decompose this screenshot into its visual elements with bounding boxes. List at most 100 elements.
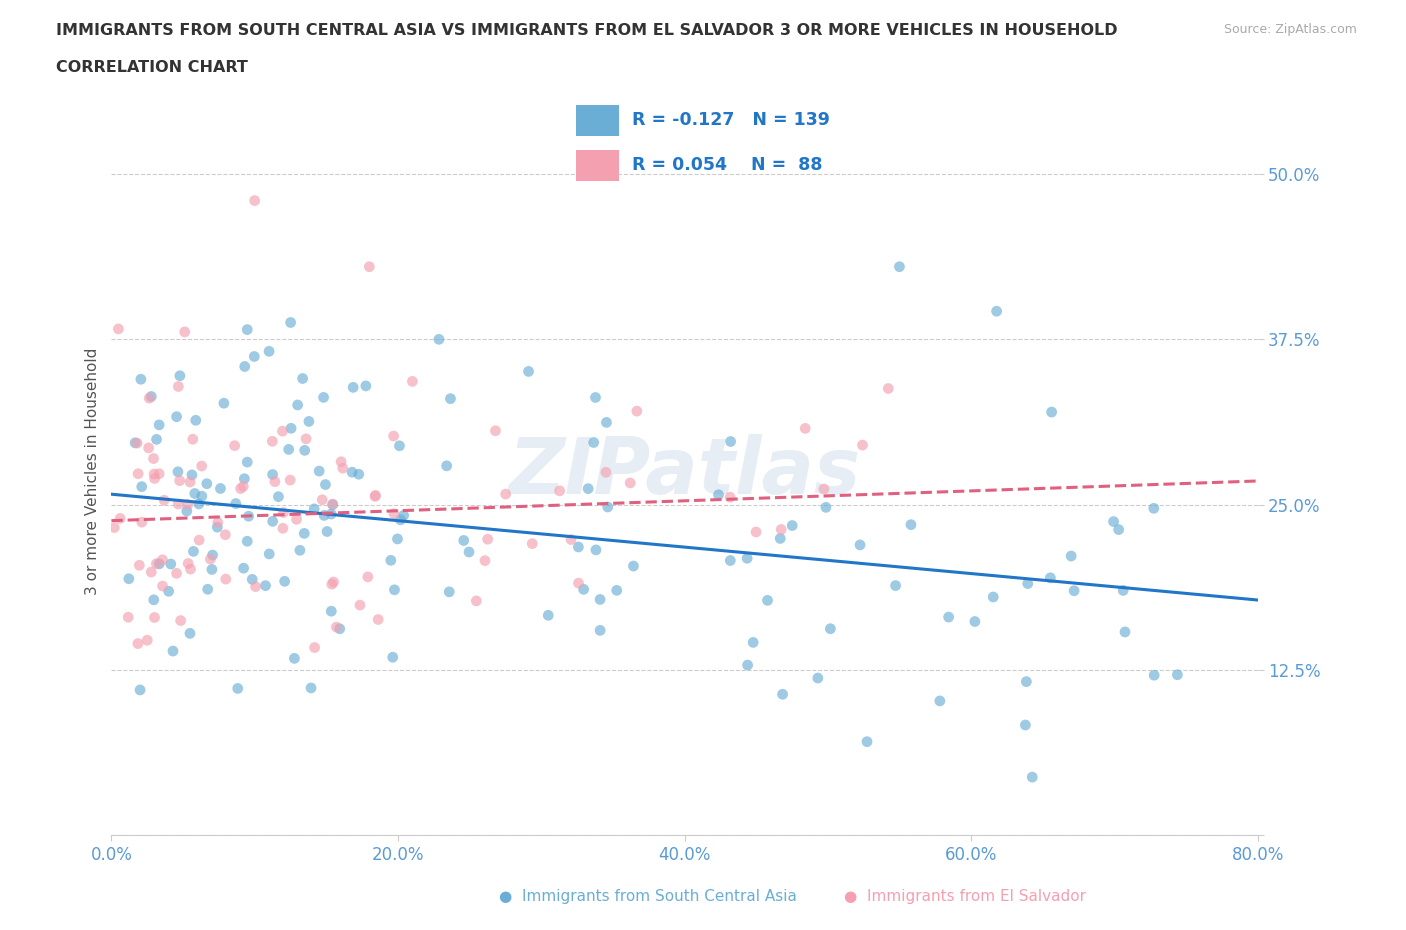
Point [215, 572, 238, 587]
Point [329, 621, 352, 636]
Point [938, 610, 960, 625]
Point [589, 623, 612, 638]
Point [308, 464, 330, 479]
Point [188, 533, 211, 548]
Point [302, 501, 325, 516]
Point [1114, 625, 1136, 640]
FancyBboxPatch shape [575, 105, 619, 136]
Point [236, 455, 259, 470]
Point [257, 344, 280, 359]
Point [243, 193, 266, 208]
Point [142, 592, 165, 607]
Point [772, 687, 794, 702]
Point [756, 593, 779, 608]
Point [240, 572, 263, 587]
Point [201, 548, 224, 563]
Point [267, 489, 290, 504]
Point [127, 466, 149, 481]
Point [595, 465, 617, 480]
Point [321, 507, 343, 522]
Point [243, 349, 266, 364]
Point [453, 533, 475, 548]
Point [264, 474, 287, 489]
Point [737, 658, 759, 672]
Point [342, 380, 364, 395]
Point [291, 371, 314, 386]
Point [299, 681, 322, 696]
Point [321, 604, 343, 618]
Point [128, 558, 150, 573]
Point [851, 438, 873, 453]
Point [322, 497, 344, 512]
Point [209, 481, 232, 496]
Point [585, 390, 607, 405]
Point [278, 472, 301, 487]
Point [589, 592, 612, 607]
Point [585, 542, 607, 557]
Point [427, 332, 450, 347]
Point [364, 488, 387, 503]
Point [262, 514, 284, 529]
Point [928, 694, 950, 709]
Point [707, 487, 730, 502]
Point [1108, 522, 1130, 537]
Point [233, 472, 256, 486]
Point [325, 619, 347, 634]
Point [169, 613, 191, 628]
Point [401, 374, 423, 389]
Point [619, 475, 641, 490]
Point [254, 578, 277, 593]
Point [963, 614, 986, 629]
Point [179, 562, 201, 577]
Point [138, 391, 160, 405]
Point [283, 651, 305, 666]
Point [138, 441, 160, 456]
Point [292, 526, 315, 541]
Point [143, 610, 166, 625]
Point [330, 455, 353, 470]
Point [127, 435, 149, 450]
Point [1017, 576, 1039, 591]
Point [103, 520, 125, 535]
Point [312, 390, 335, 405]
Point [195, 476, 218, 491]
Text: ●  Immigrants from El Salvador: ● Immigrants from El Salvador [844, 889, 1085, 904]
Point [387, 532, 409, 547]
Point [1102, 514, 1125, 529]
Point [136, 632, 159, 647]
Point [280, 315, 302, 330]
Point [567, 576, 589, 591]
Point [877, 381, 900, 396]
Point [981, 590, 1004, 604]
Point [173, 325, 195, 339]
Point [856, 735, 879, 750]
Point [354, 379, 377, 393]
Point [357, 569, 380, 584]
Point [986, 304, 1008, 319]
Point [181, 468, 204, 483]
Point [232, 561, 254, 576]
Point [238, 509, 260, 524]
Point [381, 650, 404, 665]
Point [364, 489, 387, 504]
Point [232, 479, 254, 494]
Point [127, 636, 149, 651]
Point [181, 432, 204, 446]
Point [474, 553, 496, 568]
Point [814, 500, 837, 515]
Point [359, 259, 381, 274]
Text: IMMIGRANTS FROM SOUTH CENTRAL ASIA VS IMMIGRANTS FROM EL SALVADOR 3 OR MORE VEHI: IMMIGRANTS FROM SOUTH CENTRAL ASIA VS IM… [56, 23, 1118, 38]
Point [236, 322, 259, 337]
Point [179, 474, 201, 489]
Point [484, 423, 506, 438]
Point [367, 612, 389, 627]
Point [1143, 501, 1166, 516]
Point [1143, 668, 1166, 683]
Point [1015, 674, 1038, 689]
Point [382, 429, 405, 444]
Point [780, 518, 803, 533]
Point [1112, 583, 1135, 598]
Point [145, 432, 167, 446]
Point [191, 489, 214, 504]
Point [1166, 668, 1188, 683]
